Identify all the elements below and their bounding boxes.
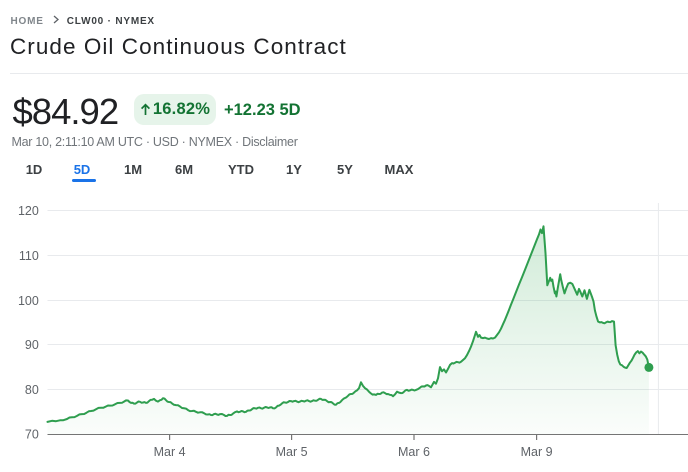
svg-text:90: 90: [25, 338, 39, 352]
svg-text:70: 70: [25, 427, 39, 441]
svg-text:80: 80: [25, 383, 39, 397]
svg-text:100: 100: [18, 294, 39, 308]
svg-text:Mar 9: Mar 9: [521, 445, 553, 459]
svg-text:Mar 4: Mar 4: [154, 445, 186, 459]
svg-text:110: 110: [19, 249, 39, 263]
svg-text:Mar 6: Mar 6: [398, 445, 430, 459]
svg-text:120: 120: [18, 204, 39, 218]
svg-text:Mar 5: Mar 5: [276, 445, 308, 459]
